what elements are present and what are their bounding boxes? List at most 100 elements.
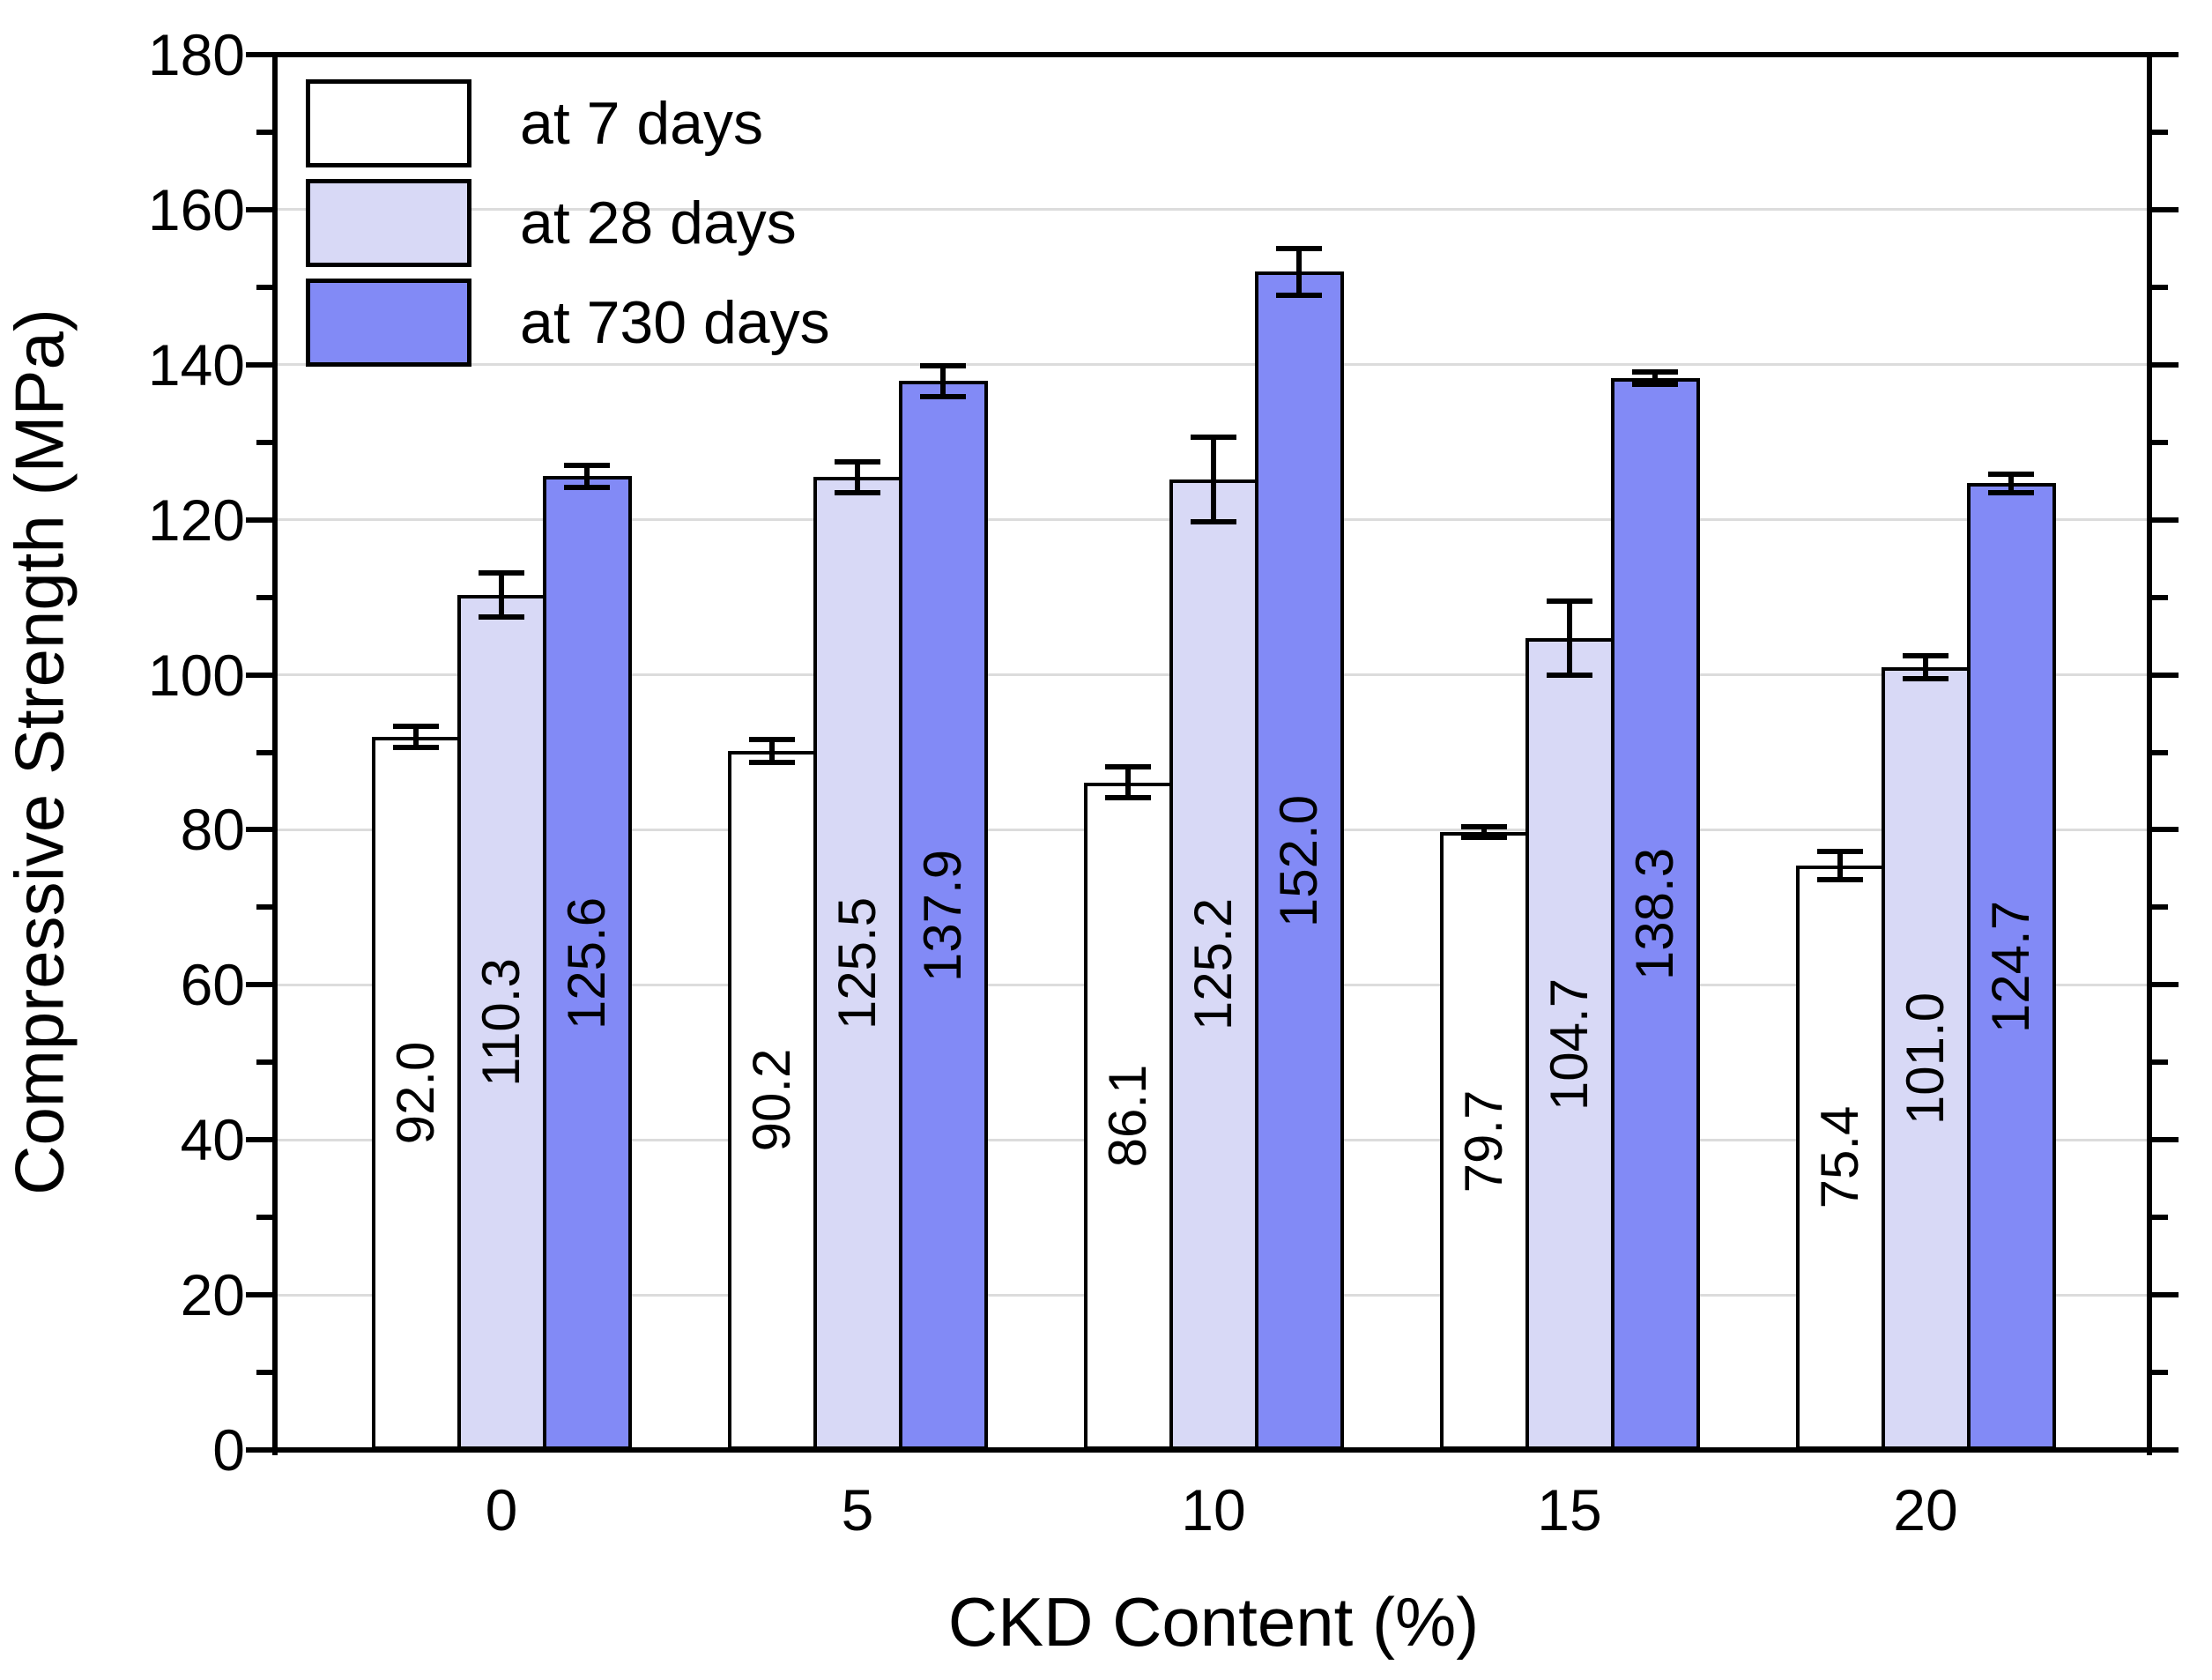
error-bar (1567, 601, 1572, 676)
y-axis-tick (2152, 517, 2179, 523)
bar-value-label: 110.3 (471, 958, 531, 1087)
legend-item: at 730 days (306, 279, 830, 367)
y-axis-tick (256, 904, 272, 911)
bar-value-label: 152.0 (1269, 794, 1328, 927)
legend-label: at 7 days (520, 90, 763, 157)
y-axis-tick (2152, 594, 2168, 600)
legend-label: at 730 days (520, 289, 830, 356)
error-bar-cap (479, 613, 524, 620)
error-bar-cap (1191, 519, 1236, 525)
bar (898, 381, 988, 1450)
error-bar (855, 461, 860, 493)
y-axis-tick (2152, 827, 2179, 833)
error-bar-cap (1632, 381, 1678, 387)
bar-value-label: 125.2 (1184, 898, 1243, 1031)
y-axis-tick (2152, 904, 2168, 911)
error-bar-cap (1817, 876, 1863, 882)
plot-area: at 7 days at 28 days at 730 days 92.0 110.3… (278, 55, 2149, 1450)
error-bar (1211, 436, 1216, 523)
bar (727, 750, 817, 1450)
y-axis-tick (246, 827, 272, 833)
bar (542, 476, 632, 1450)
y-axis-tick (246, 52, 272, 57)
x-tick-label: 15 (1537, 1477, 1602, 1542)
y-axis-tick (256, 1215, 272, 1221)
bar-value-label: 125.5 (828, 897, 887, 1030)
y-tick-label: 140 (147, 331, 245, 398)
bar-value-label: 104.7 (1540, 978, 1599, 1111)
error-bar-cap (835, 458, 880, 465)
y-axis-tick (246, 672, 272, 678)
x-tick-label: 5 (841, 1477, 874, 1542)
error-bar-cap (835, 489, 880, 495)
y-axis-tick (2152, 672, 2179, 678)
y-tick-label: 80 (180, 797, 245, 863)
y-axis-tick (256, 439, 272, 445)
bar-value-label: 125.6 (557, 896, 616, 1030)
bar (1254, 271, 1344, 1450)
y-axis-tick (246, 982, 272, 988)
bar (1439, 832, 1529, 1450)
bar-value-label: 90.2 (742, 1048, 801, 1152)
y-axis-tick (2152, 1447, 2179, 1453)
bar-value-label: 92.0 (386, 1042, 445, 1145)
error-bar (1923, 655, 1928, 679)
error-bar-cap (1191, 434, 1236, 440)
legend-swatch (306, 79, 471, 167)
error-bar (1481, 826, 1487, 838)
error-bar-cap (1817, 849, 1863, 855)
error-bar-cap (1276, 292, 1322, 298)
y-axis-tick (256, 594, 272, 600)
y-tick-label: 160 (147, 176, 245, 242)
y-axis-tick (246, 517, 272, 523)
y-axis-tick (246, 1137, 272, 1143)
y-tick-label: 0 (212, 1417, 245, 1483)
error-bar (1837, 851, 1843, 880)
x-tick-label: 20 (1893, 1477, 1958, 1542)
bar (1966, 483, 2056, 1450)
y-axis-tick (2152, 439, 2168, 445)
error-bar-cap (564, 463, 610, 469)
error-bar (940, 365, 946, 397)
y-axis-tick (2152, 361, 2179, 368)
legend-swatch (306, 279, 471, 367)
y-axis-tick (2152, 206, 2179, 212)
bar-value-label: 86.1 (1098, 1065, 1157, 1168)
legend-item: at 28 days (306, 179, 830, 267)
y-axis-tick (2152, 1215, 2168, 1221)
gridline (278, 363, 2149, 367)
y-tick-label: 180 (147, 22, 245, 87)
error-bar-cap (393, 723, 439, 729)
error-bar-cap (564, 484, 610, 490)
error-bar-cap (1105, 764, 1151, 770)
legend-item: at 7 days (306, 79, 830, 167)
y-axis-tick (2152, 52, 2179, 57)
y-axis-tick (2152, 284, 2168, 290)
y-axis-tick (2152, 1059, 2168, 1066)
bar-value-label: 137.9 (913, 849, 972, 982)
error-bar (413, 725, 419, 748)
legend-swatch (306, 179, 471, 267)
error-bar-cap (920, 393, 966, 399)
error-bar-cap (1903, 652, 1948, 658)
y-tick-label: 120 (147, 487, 245, 553)
y-tick-label: 60 (180, 952, 245, 1018)
axis-spine-top (272, 52, 2152, 57)
y-axis-tick (2152, 129, 2168, 135)
error-bar (1652, 371, 1658, 384)
y-tick-label: 100 (147, 642, 245, 708)
legend-label: at 28 days (520, 190, 797, 256)
x-tick-label: 0 (485, 1477, 518, 1542)
error-bar-cap (749, 759, 795, 765)
y-tick-label: 40 (180, 1107, 245, 1173)
error-bar-cap (1276, 245, 1322, 251)
error-bar (584, 465, 590, 487)
error-bar-cap (1903, 675, 1948, 681)
y-axis-tick (2152, 1370, 2168, 1376)
x-axis-title: CKD Content (%) (947, 1583, 1480, 1661)
y-axis-tick (246, 206, 272, 212)
x-tick-label: 10 (1181, 1477, 1246, 1542)
y-axis-tick (256, 1059, 272, 1066)
error-bar-cap (1105, 795, 1151, 801)
y-axis-tick (256, 284, 272, 290)
